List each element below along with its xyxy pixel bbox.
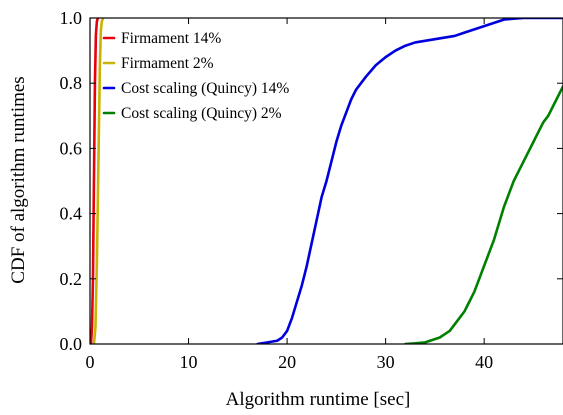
x-axis-title: Algorithm runtime [sec] [226,389,411,410]
series-line-4 [404,85,563,344]
legend-label: Firmament 14% [121,30,221,47]
y-tick-label: 0.4 [60,204,83,224]
y-tick-label: 0.6 [60,138,83,158]
x-tick-label: 0 [86,352,95,372]
series-line-2 [92,18,105,344]
axes: 0 10 20 30 40 0.0 0.2 0.4 0.6 0.8 1.0 [60,8,563,372]
legend: Firmament 14% Firmament 2% Cost scaling (Q… [102,30,289,122]
series-line-1 [90,18,100,344]
legend-label: Firmament 2% [121,55,214,72]
legend-label: Cost scaling (Quincy) 2% [121,105,282,122]
x-tick-label: 20 [278,352,296,372]
y-tick-label: 0.2 [60,269,83,289]
y-tick-label: 1.0 [60,8,83,28]
y-tick-label: 0.8 [60,73,83,93]
x-tick-label: 40 [475,352,493,372]
legend-label: Cost scaling (Quincy) 14% [121,80,289,97]
axes-frame [89,17,563,345]
x-tick-label: 10 [180,352,198,372]
plot-area [90,18,563,344]
x-tick-label: 30 [377,352,395,372]
y-axis-title: CDF of algorithm runtimes [8,76,29,283]
series-line-3 [256,18,563,344]
y-tick-label: 0.0 [60,334,83,354]
